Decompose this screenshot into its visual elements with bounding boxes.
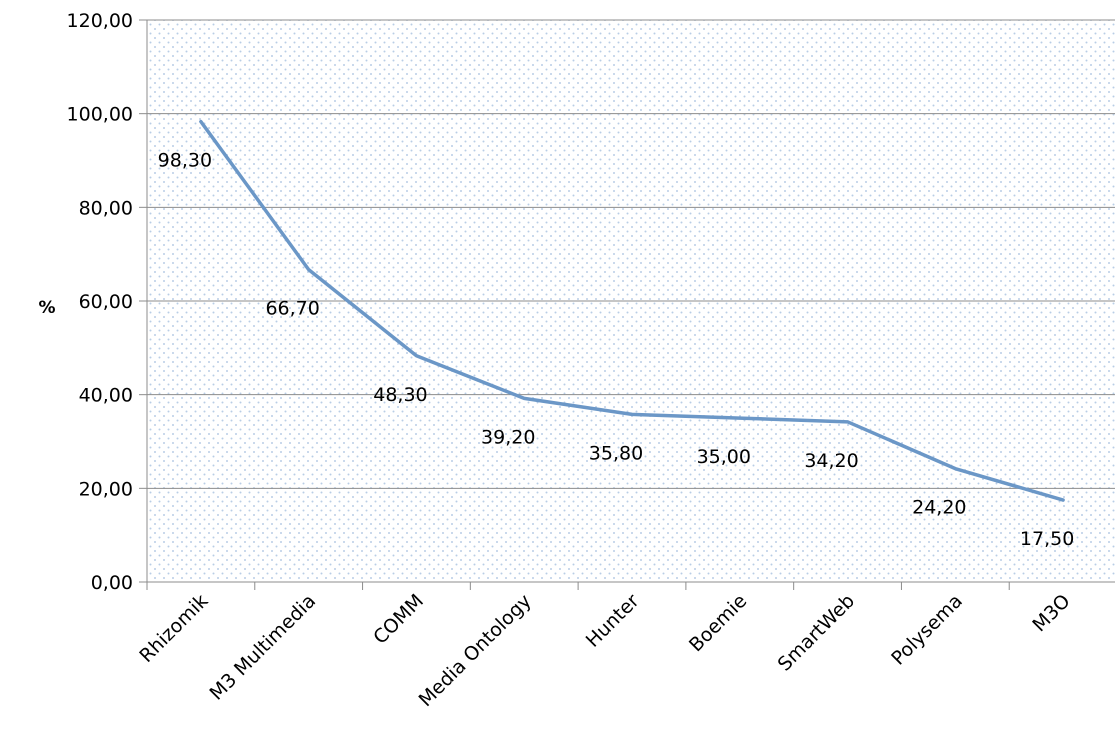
x-category-label: Media Ontology — [415, 590, 536, 711]
gridlines — [147, 19, 1115, 489]
x-category-label: SmartWeb — [774, 590, 859, 675]
y-tick-label: 100,00 — [67, 104, 133, 126]
x-category-label: COMM — [369, 590, 428, 649]
y-tick-label: 20,00 — [79, 478, 133, 500]
data-label: 98,30 — [158, 150, 212, 172]
x-category-label: M3 Multimedia — [206, 590, 321, 705]
x-category-label: M3O — [1028, 590, 1074, 636]
data-label: 48,30 — [373, 384, 427, 406]
series-line-group — [199, 119, 1065, 502]
x-category-label: Hunter — [582, 590, 644, 652]
data-label: 66,70 — [265, 298, 319, 320]
y-tick-label: 60,00 — [79, 291, 133, 313]
data-label: 24,20 — [912, 497, 966, 519]
y-tick-labels: 0,00 20,00 40,00 60,00 80,00 100,00 120,00 — [67, 10, 133, 594]
y-axis-title: % — [38, 298, 55, 318]
y-tick-label: 40,00 — [79, 385, 133, 407]
x-category-label: Boemie — [685, 590, 751, 656]
series-line — [199, 119, 1065, 502]
data-label: 35,00 — [697, 446, 751, 468]
data-label: 17,50 — [1020, 528, 1074, 550]
x-category-label: Rhizomik — [135, 590, 212, 667]
data-label: 39,20 — [481, 426, 535, 448]
data-label: 34,20 — [804, 450, 858, 472]
axes — [139, 19, 1115, 590]
y-tick-label: 80,00 — [79, 197, 133, 219]
y-tick-label: 120,00 — [67, 10, 133, 32]
data-labels: 98,30 66,70 48,30 39,20 35,80 35,00 34,20 24,20… — [158, 150, 1075, 550]
x-category-label: Polysema — [887, 590, 967, 670]
y-tick-label: 0,00 — [91, 572, 133, 594]
data-label: 35,80 — [589, 442, 643, 464]
